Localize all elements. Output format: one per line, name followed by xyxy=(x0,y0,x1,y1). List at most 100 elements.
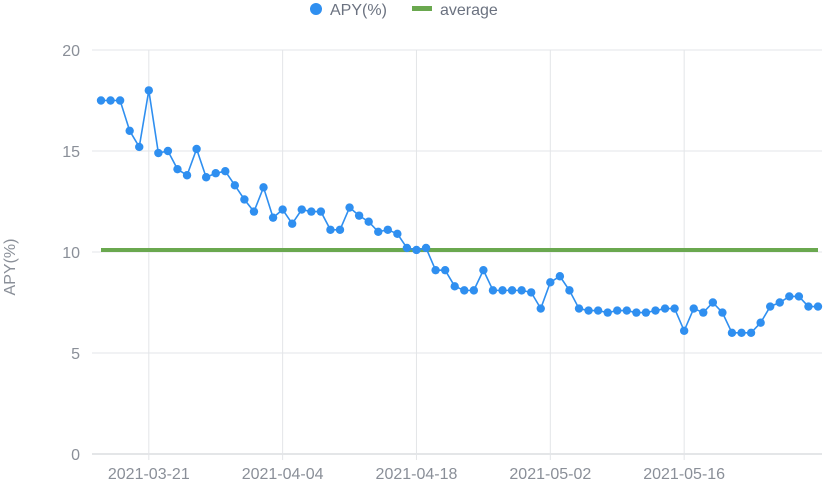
data-point-apy[interactable] xyxy=(804,302,813,311)
data-point-apy[interactable] xyxy=(555,272,565,281)
data-point-apy[interactable] xyxy=(498,286,507,295)
data-point-apy[interactable] xyxy=(651,306,660,315)
data-point-apy[interactable] xyxy=(125,126,134,135)
legend-item-apy[interactable]: APY(%) xyxy=(310,2,387,19)
data-point-apy[interactable] xyxy=(756,318,765,327)
data-point-apy[interactable] xyxy=(718,308,727,317)
data-point-apy[interactable] xyxy=(316,207,326,216)
data-point-apy[interactable] xyxy=(450,282,459,291)
vertical-gridlines xyxy=(148,50,685,460)
data-point-apy[interactable] xyxy=(460,286,469,295)
data-point-apy[interactable] xyxy=(565,286,574,295)
data-point-apy[interactable] xyxy=(335,225,345,234)
data-point-apy[interactable] xyxy=(507,286,517,295)
data-point-apy[interactable] xyxy=(221,167,230,176)
data-point-apy[interactable] xyxy=(345,203,354,212)
data-point-apy[interactable] xyxy=(144,86,153,95)
data-point-apy[interactable] xyxy=(173,164,182,174)
data-point-apy[interactable] xyxy=(775,298,784,307)
data-point-apy[interactable] xyxy=(249,207,259,216)
y-tick-label: 5 xyxy=(71,346,80,363)
data-point-apy[interactable] xyxy=(421,243,431,253)
series-line-apy xyxy=(101,90,818,334)
data-point-apy[interactable] xyxy=(374,227,383,236)
legend-label-apy: APY(%) xyxy=(330,2,387,19)
data-point-apy[interactable] xyxy=(278,205,287,214)
data-point-apy[interactable] xyxy=(737,328,746,337)
data-point-apy[interactable] xyxy=(536,304,545,313)
data-point-apy[interactable] xyxy=(527,288,536,297)
data-point-apy[interactable] xyxy=(679,326,689,335)
y-tick-label: 15 xyxy=(62,144,80,161)
data-point-apy[interactable] xyxy=(288,219,297,228)
x-tick-label: 2021-03-21 xyxy=(108,466,190,483)
data-point-apy[interactable] xyxy=(632,308,641,317)
data-point-apy[interactable] xyxy=(699,308,708,317)
data-point-apy[interactable] xyxy=(660,304,670,313)
data-point-apy[interactable] xyxy=(163,146,173,156)
data-point-apy[interactable] xyxy=(211,169,220,178)
x-axis-ticks: 2021-03-21 2021-04-04 2021-04-18 2021-05-02… xyxy=(108,466,725,483)
data-point-apy[interactable] xyxy=(106,96,115,105)
data-point-apy[interactable] xyxy=(402,243,412,253)
legend[interactable]: APY(%) average xyxy=(310,2,498,19)
y-axis-ticks: 0 5 10 15 20 xyxy=(62,43,80,464)
data-point-apy[interactable] xyxy=(517,286,526,295)
data-point-apy[interactable] xyxy=(746,328,756,337)
data-point-apy[interactable] xyxy=(785,292,794,301)
horizontal-gridlines xyxy=(92,49,822,455)
data-point-apy[interactable] xyxy=(574,304,584,313)
data-point-apy[interactable] xyxy=(268,213,278,222)
y-axis-label: APY(%) xyxy=(2,239,19,296)
data-point-apy[interactable] xyxy=(182,171,192,180)
data-point-apy[interactable] xyxy=(670,304,679,313)
data-point-apy[interactable] xyxy=(708,298,718,307)
data-point-apy[interactable] xyxy=(192,144,201,154)
x-tick-label: 2021-05-02 xyxy=(509,466,591,483)
data-point-apy[interactable] xyxy=(115,96,125,105)
legend-item-average[interactable]: average xyxy=(412,2,498,19)
data-point-apy[interactable] xyxy=(230,181,240,190)
data-point-apy[interactable] xyxy=(383,225,392,234)
data-point-apy[interactable] xyxy=(613,306,622,315)
data-point-apy[interactable] xyxy=(689,304,698,313)
data-point-apy[interactable] xyxy=(135,142,144,152)
data-point-apy[interactable] xyxy=(584,306,593,315)
series-layer xyxy=(96,86,823,337)
y-tick-label: 20 xyxy=(62,43,80,60)
y-tick-label: 0 xyxy=(71,447,80,464)
data-point-apy[interactable] xyxy=(469,286,479,295)
data-point-apy[interactable] xyxy=(393,229,402,239)
data-point-apy[interactable] xyxy=(259,183,268,192)
data-point-apy[interactable] xyxy=(201,173,211,182)
data-point-apy[interactable] xyxy=(488,286,498,295)
legend-marker-average xyxy=(412,6,432,11)
x-tick-label: 2021-04-04 xyxy=(242,466,324,483)
data-point-apy[interactable] xyxy=(240,195,249,204)
data-point-apy[interactable] xyxy=(479,265,488,275)
data-point-apy[interactable] xyxy=(440,265,450,275)
data-point-apy[interactable] xyxy=(727,328,737,337)
data-point-apy[interactable] xyxy=(297,205,306,214)
data-point-apy[interactable] xyxy=(766,302,775,311)
data-point-apy[interactable] xyxy=(593,306,603,315)
data-point-apy[interactable] xyxy=(794,292,804,301)
data-point-apy[interactable] xyxy=(364,217,373,226)
data-point-apy[interactable] xyxy=(813,302,823,311)
data-point-apy[interactable] xyxy=(412,245,421,255)
x-tick-label: 2021-05-16 xyxy=(643,466,725,483)
data-point-apy[interactable] xyxy=(622,306,631,315)
x-tick-label: 2021-04-18 xyxy=(376,466,458,483)
data-point-apy[interactable] xyxy=(546,278,555,287)
data-point-apy[interactable] xyxy=(431,265,440,275)
legend-marker-apy xyxy=(310,3,322,15)
data-point-apy[interactable] xyxy=(641,308,651,317)
data-point-apy[interactable] xyxy=(603,308,612,317)
data-point-apy[interactable] xyxy=(354,211,364,220)
data-point-apy[interactable] xyxy=(154,148,163,158)
data-point-apy[interactable] xyxy=(96,96,106,105)
data-point-apy[interactable] xyxy=(326,225,335,234)
data-point-apy[interactable] xyxy=(307,207,316,216)
legend-label-average: average xyxy=(440,2,498,19)
